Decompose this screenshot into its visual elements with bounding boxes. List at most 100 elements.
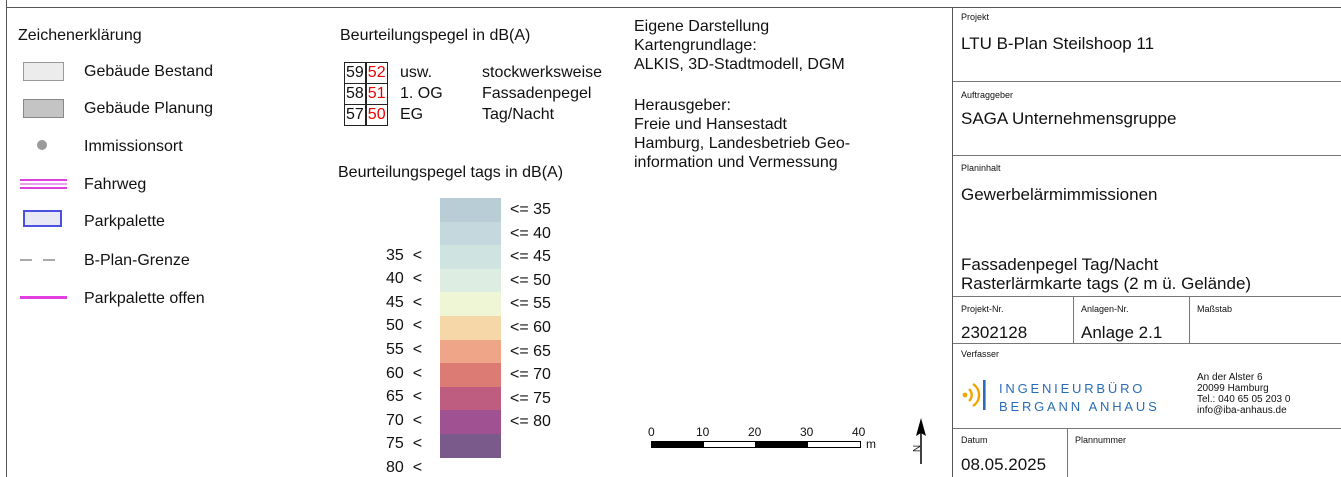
firm-name-line2: BERGANN ANHAUS [999, 399, 1160, 414]
level-row-3-desc: Tag/Nacht [482, 106, 555, 123]
color-class-lower: 45 < [386, 293, 423, 311]
scale-segment [755, 441, 809, 448]
north-label: N [912, 444, 924, 453]
color-class-lower: 40 < [386, 270, 423, 288]
parking-deck-icon [23, 210, 62, 227]
plannummer-label: Plannummer [1075, 435, 1127, 445]
divider [953, 296, 1341, 297]
scale-tick-30: 30 [800, 425, 814, 439]
divider [953, 81, 1341, 82]
source-line [634, 74, 850, 93]
scale-tick-20: 20 [748, 425, 762, 439]
color-class-upper: <= 55 [510, 295, 551, 313]
color-class-upper: <= 80 [510, 413, 551, 431]
legend-item-receiver-point: Immissionsort [84, 138, 183, 155]
legend-item-parking-deck-open: Parkpalette offen [84, 290, 205, 307]
source-line: ALKIS, 3D-Stadtmodell, DGM [634, 56, 845, 73]
anlagennr-value: Anlage 2.1 [1081, 323, 1163, 342]
massstab-label: Maßstab [1197, 304, 1233, 314]
color-class-upper: <= 65 [510, 342, 551, 360]
color-class-lower: 80 < [386, 459, 423, 476]
color-class-swatch [440, 434, 501, 458]
level-row-2: 58 51 [344, 83, 388, 105]
map-frame-left-border [6, 8, 7, 477]
map-frame-border [6, 0, 1341, 8]
address-line: 20099 Hamburg [1197, 383, 1269, 394]
color-class-upper: <= 70 [510, 366, 551, 384]
level-row-3-night: 50 [365, 104, 388, 126]
level-row-3: 57 50 [344, 104, 388, 126]
plan-boundary-icon [20, 259, 32, 261]
color-class-lower: 75 < [386, 435, 423, 453]
level-row-1-night: 52 [365, 62, 388, 84]
projektnr-value: 2302128 [961, 323, 1028, 342]
color-class-upper: <= 50 [510, 271, 551, 289]
scale-tick-10: 10 [696, 425, 710, 439]
projekt-label: Projekt [961, 12, 990, 22]
scale-segment [651, 441, 705, 448]
auftraggeber-label: Auftraggeber [961, 90, 1014, 100]
divider [953, 155, 1341, 156]
color-class-swatch [440, 198, 501, 222]
level-row-2-floor: 1. OG [400, 85, 443, 102]
level-legend-title: Beurteilungspegel in dB(A) [340, 27, 531, 44]
anlagennr-label: Anlagen-Nr. [1081, 304, 1129, 314]
divider [1067, 428, 1068, 477]
verfasser-label: Verfasser [961, 349, 1000, 359]
firm-address: An der Alster 6 20099 Hamburg Tel.: 040 … [1197, 372, 1290, 416]
source-line: Freie und Hansestadt [634, 116, 787, 133]
color-class-swatch [440, 221, 501, 246]
color-class-swatch [440, 316, 501, 340]
color-class-swatch [440, 386, 501, 411]
address-line: Tel.: 040 65 05 203 0 [1197, 394, 1291, 405]
level-row-1-floor: usw. [400, 64, 433, 81]
legend-item-building-existing: Gebäude Bestand [84, 63, 213, 80]
source-line: Kartengrundlage: [634, 37, 757, 54]
scale-segment [703, 441, 757, 448]
divider [1189, 296, 1190, 343]
projekt-value: LTU B-Plan Steilshoop 11 [961, 34, 1155, 53]
legend-item-plan-boundary: B-Plan-Grenze [84, 252, 190, 269]
parking-deck-open-icon [20, 296, 67, 299]
planinhalt-line1: Gewerbelärmimmissionen [961, 185, 1158, 204]
legend-item-parking-deck: Parkpalette [84, 213, 165, 230]
auftraggeber-value: SAGA Unternehmensgruppe [961, 109, 1177, 128]
scale-unit: m [866, 437, 876, 451]
source-line: Eigene Darstellung [634, 18, 770, 35]
driveway-icon-line2 [20, 183, 67, 185]
driveway-icon-line3 [20, 187, 67, 189]
level-row-2-desc: Fassadenpegel [482, 85, 592, 102]
color-class-lower: 70 < [386, 411, 423, 429]
color-class-swatch [440, 268, 501, 293]
color-class-swatch [440, 410, 501, 435]
planinhalt-line3: Rasterlärmkarte tags (2 m ü. Gelände) [961, 274, 1252, 293]
level-row-1-desc: stockwerksweise [482, 64, 603, 81]
color-class-swatch [440, 363, 501, 388]
title-block: Projekt LTU B-Plan Steilshoop 11 Auftrag… [952, 8, 1341, 477]
color-class-swatch [440, 339, 501, 364]
source-line: information und Vermessung [634, 154, 838, 171]
color-class-lower: 35 < [386, 246, 423, 264]
plan-boundary-icon-dash2 [43, 259, 55, 261]
color-class-lower: 55 < [386, 341, 423, 358]
north-arrow-icon [914, 418, 928, 466]
divider [953, 343, 1341, 344]
color-class-upper: <= 35 [510, 201, 551, 218]
color-class-upper: <= 60 [510, 319, 551, 336]
scale-tick-0: 0 [648, 425, 655, 439]
source-text: Eigene Darstellung Kartengrundlage: ALKI… [634, 17, 850, 172]
firm-logo-icon [961, 378, 993, 412]
building-existing-icon [23, 62, 64, 81]
driveway-icon [20, 179, 67, 181]
level-row-2-day: 58 [344, 83, 366, 105]
color-scale-title: Beurteilungspegel tags in dB(A) [338, 164, 564, 181]
datum-value: 08.05.2025 [961, 455, 1047, 474]
color-class-upper: <= 75 [510, 389, 551, 407]
level-row-2-night: 51 [365, 83, 388, 105]
color-class-lower: 50 < [386, 317, 423, 335]
source-line: Herausgeber: [634, 97, 731, 114]
legend-item-driveway: Fahrweg [84, 176, 147, 193]
legend-item-building-planned: Gebäude Planung [84, 100, 213, 117]
legend-title: Zeichenerklärung [18, 27, 142, 44]
divider [1073, 296, 1074, 343]
